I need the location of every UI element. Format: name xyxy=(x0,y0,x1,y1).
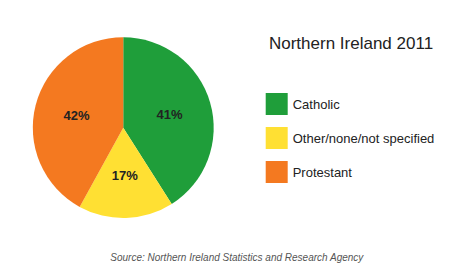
svg-text:Catholic: Catholic xyxy=(293,97,340,112)
svg-text:42%: 42% xyxy=(64,108,90,123)
svg-text:Protestant: Protestant xyxy=(293,165,353,180)
svg-text:17%: 17% xyxy=(112,168,138,183)
svg-text:Other/none/not specified: Other/none/not specified xyxy=(293,131,435,146)
svg-text:Northern Ireland 2011: Northern Ireland 2011 xyxy=(269,34,433,53)
svg-text:41%: 41% xyxy=(157,107,183,122)
svg-text:Source: Northern Ireland Stati: Source: Northern Ireland Statistics and … xyxy=(110,252,364,263)
